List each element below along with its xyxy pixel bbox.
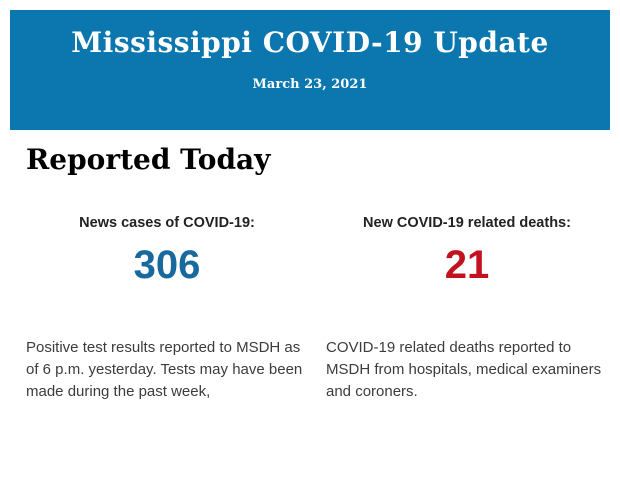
section-heading: Reported Today — [26, 143, 271, 176]
deaths-column: New COVID-19 related deaths: 21 COVID-19… — [326, 215, 608, 403]
main-content: Reported Today News cases of COVID-19: 3… — [0, 130, 620, 403]
cases-value: 306 — [133, 243, 201, 287]
banner: Mississippi COVID-19 Update March 23, 20… — [10, 10, 610, 130]
cases-label: News cases of COVID-19: — [79, 215, 255, 231]
cases-description: Positive test results reported to MSDH a… — [26, 339, 303, 400]
banner-date: March 23, 2021 — [252, 77, 368, 92]
page-title: Mississippi COVID-19 Update — [71, 26, 549, 59]
stats-columns: News cases of COVID-19: 306 Positive tes… — [26, 215, 608, 403]
deaths-description: COVID-19 related deaths reported to MSDH… — [326, 339, 602, 400]
deaths-value: 21 — [444, 243, 490, 287]
deaths-label: New COVID-19 related deaths: — [363, 215, 571, 231]
cases-column: News cases of COVID-19: 306 Positive tes… — [26, 215, 308, 403]
